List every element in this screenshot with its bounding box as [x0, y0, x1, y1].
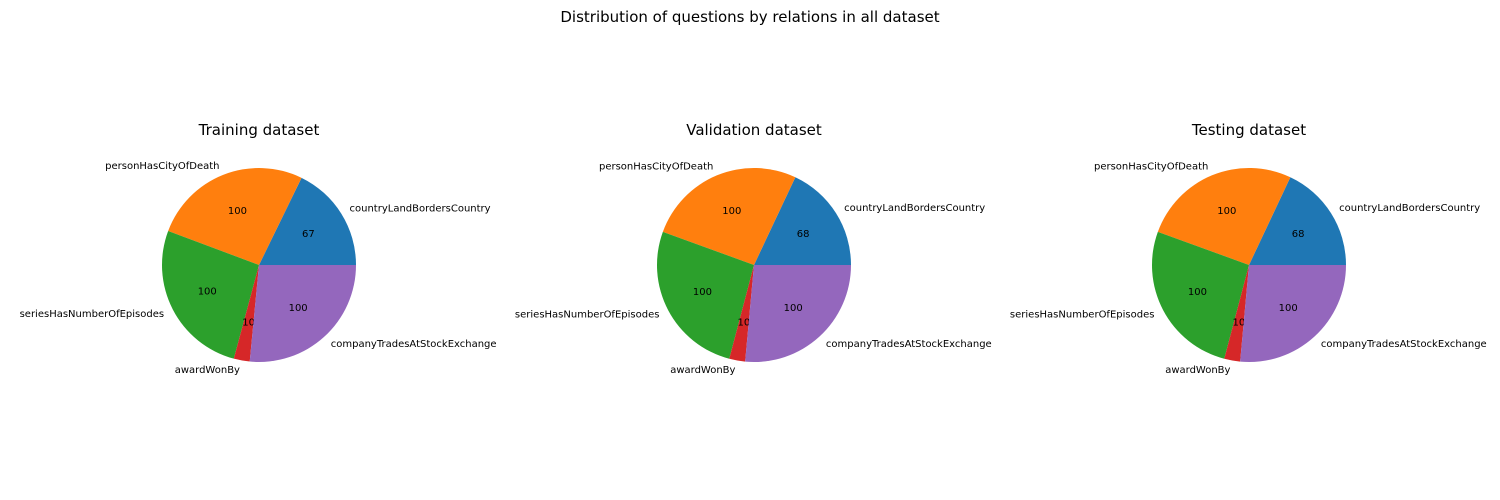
value-label: 100 — [784, 303, 803, 314]
slice-label: seriesHasNumberOfEpisodes — [20, 309, 165, 320]
value-label: 100 — [722, 206, 741, 217]
pie-slice — [754, 177, 851, 265]
pie-slice — [233, 265, 259, 362]
value-label: 100 — [1217, 206, 1236, 217]
pie-slice — [745, 265, 851, 362]
value-label: 100 — [1279, 303, 1298, 314]
pie-title: Testing dataset — [1191, 121, 1306, 139]
value-label: 68 — [797, 229, 810, 240]
value-label: 10 — [242, 317, 255, 328]
pie-slice — [1224, 265, 1249, 362]
pie-slice — [1249, 177, 1346, 265]
value-label: 68 — [1292, 229, 1305, 240]
pie-slice — [249, 265, 356, 362]
value-label: 100 — [198, 287, 217, 298]
value-label: 10 — [1233, 317, 1246, 328]
slice-label: seriesHasNumberOfEpisodes — [515, 309, 660, 320]
slice-label: seriesHasNumberOfEpisodes — [1010, 309, 1155, 320]
pie-slice — [656, 231, 754, 359]
pie-title: Validation dataset — [686, 121, 822, 139]
pie-slice — [1240, 265, 1346, 362]
slice-label: countryLandBordersCountry — [350, 203, 491, 214]
pie-slice — [161, 230, 259, 359]
value-label: 100 — [693, 287, 712, 298]
pie-slice — [729, 265, 754, 362]
pie-slice — [662, 167, 796, 265]
pie-slice — [1151, 231, 1249, 359]
slice-label: countryLandBordersCountry — [1339, 203, 1480, 214]
slice-label: companyTradesAtStockExchange — [1321, 339, 1487, 350]
value-label: 10 — [738, 317, 751, 328]
slice-label: awardWonBy — [670, 365, 735, 376]
slice-label: personHasCityOfDeath — [1094, 161, 1208, 172]
value-label: 67 — [302, 229, 315, 240]
pie-chart-1: Training dataset countryLandBordersCountr… — [20, 121, 497, 376]
slice-label: awardWonBy — [1165, 365, 1230, 376]
slice-label: countryLandBordersCountry — [844, 203, 985, 214]
slice-label: companyTradesAtStockExchange — [826, 339, 992, 350]
pie-slice — [259, 177, 356, 265]
value-label: 100 — [1188, 287, 1207, 298]
slice-label: awardWonBy — [175, 365, 240, 376]
slice-label: companyTradesAtStockExchange — [331, 339, 497, 350]
pie-chart-3: Testing dataset countryLandBordersCountry… — [1010, 121, 1487, 376]
slice-label: personHasCityOfDeath — [599, 161, 713, 172]
pie-slice — [1157, 167, 1291, 265]
pie-slice — [168, 167, 302, 265]
pie-chart-2: Validation dataset countryLandBordersCoun… — [515, 121, 992, 376]
figure-title: Distribution of questions by relations i… — [560, 8, 939, 26]
pie-title: Training dataset — [198, 121, 320, 139]
slice-label: personHasCityOfDeath — [105, 161, 219, 172]
pie-charts: Training dataset countryLandBordersCountr… — [20, 121, 1487, 376]
value-label: 100 — [228, 206, 247, 217]
value-label: 100 — [289, 303, 308, 314]
